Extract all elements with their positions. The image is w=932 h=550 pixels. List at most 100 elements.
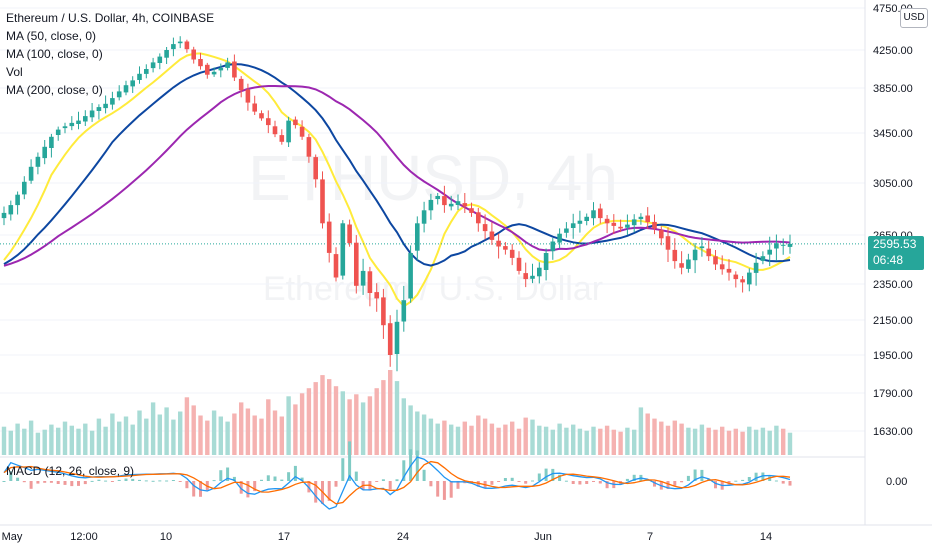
volume-bar — [388, 370, 393, 455]
macd-histogram-bar — [673, 481, 677, 486]
volume-bar — [15, 423, 20, 455]
macd-histogram-bar — [686, 475, 690, 481]
candle — [733, 271, 739, 288]
macd-histogram-bar — [124, 478, 128, 481]
volume-bar — [211, 410, 217, 455]
macd-histogram-bar — [571, 481, 575, 484]
macd-histogram-bar — [558, 474, 562, 481]
chart-legend: Ethereum / U.S. Dollar, 4h, COINBASE MA … — [6, 9, 214, 99]
macd-histogram-bar — [653, 481, 656, 487]
candle — [659, 226, 664, 246]
x-tick-label: 24 — [397, 531, 409, 543]
candle — [22, 176, 27, 200]
volume-bar — [299, 393, 305, 455]
bar-countdown: 06:48 — [873, 253, 904, 267]
x-tick-label: 10 — [160, 531, 172, 543]
volume-bar — [360, 402, 366, 455]
candle — [774, 234, 779, 261]
candle — [293, 116, 298, 129]
volume-bar — [28, 420, 34, 455]
candle — [719, 255, 725, 275]
y-tick-label: 1790.00 — [873, 388, 913, 400]
macd-histogram-bar — [449, 481, 453, 498]
volume-bar — [150, 402, 156, 455]
macd-histogram-bar — [578, 481, 582, 485]
volume-bar — [144, 418, 149, 455]
volume-bar — [618, 431, 623, 455]
volume-bar — [252, 415, 257, 455]
volume-bar — [205, 420, 210, 455]
symbol-title[interactable]: Ethereum / U.S. Dollar, 4h, COINBASE — [6, 11, 215, 25]
ma200-legend[interactable]: MA (200, close, 0) — [6, 83, 103, 97]
volume-bar — [530, 419, 535, 455]
macd-histogram-bar — [9, 471, 13, 481]
candle — [42, 140, 47, 165]
candle — [753, 252, 759, 286]
candle — [394, 309, 400, 372]
volume-legend[interactable]: Vol — [6, 65, 23, 79]
macd-legend[interactable]: MACD (12, 26, close, 9) — [6, 464, 135, 478]
candle — [171, 37, 176, 57]
candle — [604, 215, 610, 234]
macd-histogram-bar — [632, 474, 636, 481]
candle — [482, 214, 488, 240]
macd-histogram-bar — [348, 441, 352, 481]
volume-bar — [35, 432, 41, 455]
macd-histogram-bar — [781, 481, 785, 484]
macd-histogram-bar — [517, 481, 521, 482]
volume-bar — [760, 427, 766, 455]
macd-histogram-bar — [510, 477, 514, 481]
currency-selector[interactable]: USD — [900, 8, 928, 28]
candle — [96, 104, 102, 120]
volume-bar — [713, 429, 718, 455]
macd-histogram-bar — [307, 481, 311, 493]
candle — [516, 251, 522, 275]
candle — [374, 283, 379, 312]
candle — [272, 120, 278, 138]
candle — [232, 54, 237, 81]
candle — [509, 244, 515, 266]
volume-bar — [306, 388, 312, 455]
candle — [686, 253, 691, 273]
candle — [266, 110, 271, 134]
volume-bar — [550, 429, 555, 455]
volume-bar — [171, 419, 176, 455]
macd-histogram-bar — [165, 480, 169, 482]
macd-histogram-bar — [524, 481, 528, 484]
volume-bar — [218, 416, 223, 455]
candle — [421, 201, 427, 233]
macd-histogram-bar — [774, 480, 778, 482]
candle — [62, 122, 68, 134]
candle — [442, 185, 447, 213]
candle — [15, 191, 20, 215]
volume-bar — [76, 428, 81, 455]
volume-bar — [42, 429, 47, 455]
volume-bar — [428, 418, 434, 455]
volume-bar — [598, 428, 603, 455]
ma100-legend[interactable]: MA (100, close, 0) — [6, 47, 103, 61]
volume-bar — [367, 396, 373, 455]
candle — [320, 171, 325, 229]
candle — [564, 222, 569, 238]
ma50-legend[interactable]: MA (50, close, 0) — [6, 29, 97, 43]
macd-histogram-bar — [212, 480, 216, 482]
candle — [455, 194, 461, 210]
macd-histogram-bar — [104, 480, 108, 482]
candle — [28, 159, 34, 184]
x-tick-label: 17 — [278, 531, 290, 543]
macd-histogram-bar — [456, 481, 460, 489]
candle — [415, 216, 420, 261]
candle — [462, 193, 468, 213]
volume-bar — [401, 398, 406, 455]
candle — [116, 85, 122, 101]
volume-bar — [591, 426, 596, 455]
macd-histogram-bar — [226, 467, 230, 481]
macd-histogram-bar — [185, 481, 189, 489]
candle — [367, 266, 373, 307]
x-tick-label: 12:00 — [70, 531, 98, 543]
macd-histogram-bar — [381, 479, 385, 481]
macd-histogram-bar — [56, 481, 60, 484]
volume-bar — [266, 399, 271, 455]
macd-histogram-bar — [2, 481, 6, 482]
